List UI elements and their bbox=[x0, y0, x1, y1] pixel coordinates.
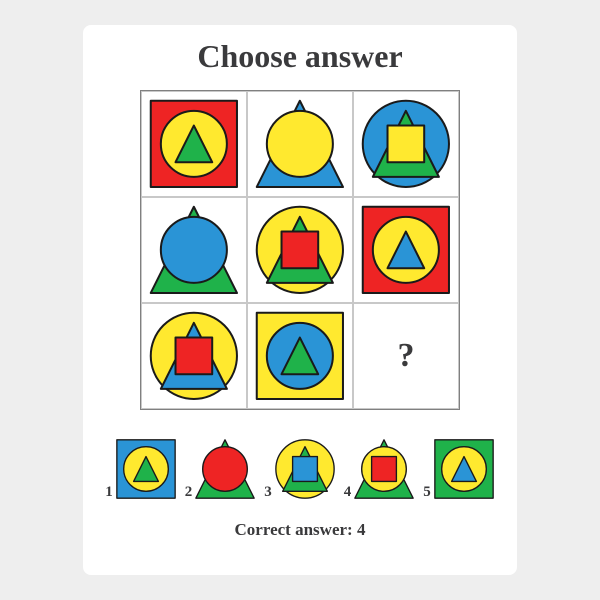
answer-number: 3 bbox=[264, 485, 272, 500]
shape-stack-icon bbox=[194, 438, 256, 500]
answer-number: 1 bbox=[105, 485, 113, 500]
grid-cell: ? bbox=[353, 303, 459, 409]
grid-cell bbox=[247, 197, 353, 303]
shape-stack-icon bbox=[353, 438, 415, 500]
shape-stack-icon bbox=[274, 438, 336, 500]
shape-stack-icon bbox=[254, 204, 346, 296]
puzzle-grid: ? bbox=[140, 90, 460, 410]
shape-stack-icon bbox=[254, 310, 346, 402]
answer-option[interactable]: 4 bbox=[344, 438, 416, 500]
grid-cell bbox=[141, 303, 247, 409]
shape-stack-icon bbox=[433, 438, 495, 500]
grid-cell bbox=[247, 303, 353, 409]
puzzle-card: Choose answer ? 1 2 3 4 5 Correct answer: 4 bbox=[83, 25, 517, 575]
answer-number: 4 bbox=[344, 485, 352, 500]
shape-stack-icon bbox=[115, 438, 177, 500]
shape-stack-icon bbox=[360, 204, 452, 296]
correct-answer-label: Correct answer: 4 bbox=[83, 520, 517, 540]
shape-stack-icon bbox=[148, 310, 240, 402]
title: Choose answer bbox=[83, 38, 517, 75]
grid-cell bbox=[353, 197, 459, 303]
grid-cell bbox=[141, 91, 247, 197]
grid-cell bbox=[247, 91, 353, 197]
answer-option[interactable]: 3 bbox=[264, 438, 336, 500]
answer-option[interactable]: 5 bbox=[423, 438, 495, 500]
answer-option[interactable]: 1 bbox=[105, 438, 177, 500]
answer-row: 1 2 3 4 5 bbox=[100, 438, 500, 500]
answer-number: 2 bbox=[185, 485, 193, 500]
question-mark: ? bbox=[398, 337, 415, 375]
page: Choose answer ? 1 2 3 4 5 Correct answer: 4 bbox=[0, 0, 600, 600]
grid-cell bbox=[141, 197, 247, 303]
answer-number: 5 bbox=[423, 485, 431, 500]
shape-stack-icon bbox=[254, 98, 346, 190]
shape-stack-icon bbox=[148, 204, 240, 296]
grid-cell bbox=[353, 91, 459, 197]
shape-stack-icon bbox=[360, 98, 452, 190]
shape-stack-icon bbox=[148, 98, 240, 190]
answer-option[interactable]: 2 bbox=[185, 438, 257, 500]
